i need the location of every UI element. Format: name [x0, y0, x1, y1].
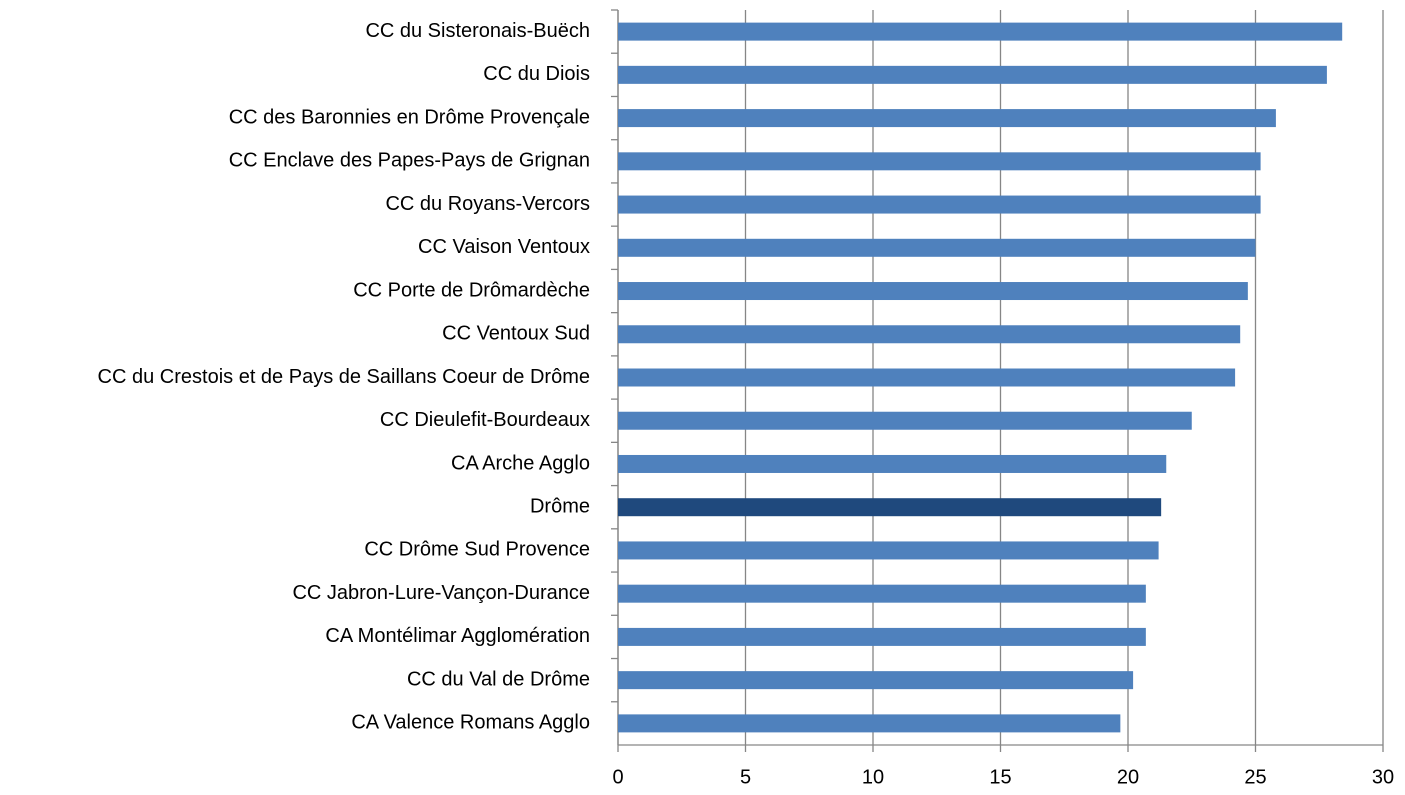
y-tick-label: CA Arche Agglo: [451, 452, 590, 474]
y-tick-label: CC des Baronnies en Drôme Provençale: [229, 106, 590, 128]
bar: [618, 584, 1146, 603]
x-tick-label: 0: [612, 766, 623, 788]
y-tick-label: CC Drôme Sud Provence: [364, 539, 590, 561]
y-tick-label: Drôme: [530, 495, 590, 517]
bar: [618, 238, 1256, 257]
y-tick-label: CC Jabron-Lure-Vançon-Durance: [292, 582, 590, 604]
y-tick-label: CA Montélimar Agglomération: [325, 625, 590, 647]
y-tick-label: CC du Diois: [483, 63, 590, 85]
y-tick-label: CC Enclave des Papes-Pays de Grignan: [229, 150, 590, 172]
bar: [618, 109, 1276, 128]
bar: [618, 671, 1134, 690]
bar: [618, 454, 1167, 473]
bar: [618, 282, 1248, 301]
x-tick-label: 30: [1372, 766, 1394, 788]
x-tick-label: 25: [1244, 766, 1266, 788]
y-tick-label: CC du Royans-Vercors: [385, 193, 590, 215]
bar: [618, 411, 1192, 430]
bar: [618, 195, 1261, 214]
bar: [618, 627, 1146, 646]
y-tick-label: CA Valence Romans Agglo: [351, 712, 590, 734]
y-tick-label: CC du Sisteronais-Buëch: [365, 20, 590, 42]
y-tick-label: CC Porte de Drômardèche: [353, 279, 590, 301]
x-tick-label: 20: [1117, 766, 1139, 788]
bar: [618, 498, 1162, 517]
y-tick-label: CC du Val de Drôme: [407, 668, 590, 690]
y-tick-label: CC Dieulefit-Bourdeaux: [380, 409, 590, 431]
x-tick-label: 5: [740, 766, 751, 788]
bar: [618, 22, 1343, 41]
bar: [618, 714, 1121, 733]
y-tick-label: CC Ventoux Sud: [442, 323, 590, 345]
bar: [618, 368, 1236, 387]
bar: [618, 152, 1261, 171]
x-tick-label: 10: [862, 766, 884, 788]
x-tick-label: 15: [989, 766, 1011, 788]
y-tick-label: CC Vaison Ventoux: [418, 236, 590, 258]
bar: [618, 65, 1327, 84]
bar: [618, 541, 1159, 560]
bar: [618, 325, 1241, 344]
y-tick-label: CC du Crestois et de Pays de Saillans Co…: [98, 366, 590, 388]
